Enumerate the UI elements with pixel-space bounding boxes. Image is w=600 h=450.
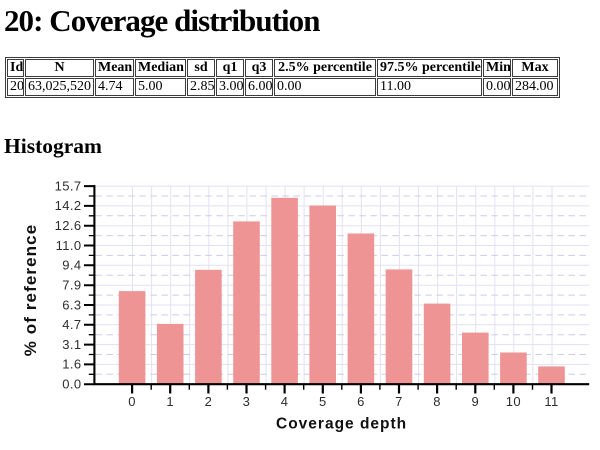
svg-text:7: 7 [395, 394, 403, 409]
svg-text:2: 2 [205, 394, 213, 409]
svg-text:3: 3 [243, 394, 251, 409]
svg-text:1.6: 1.6 [62, 357, 81, 372]
svg-text:4: 4 [281, 394, 289, 409]
svg-text:12.6: 12.6 [55, 218, 82, 233]
svg-text:0: 0 [128, 394, 136, 409]
svg-text:9.4: 9.4 [62, 258, 81, 273]
svg-text:8: 8 [433, 394, 441, 409]
svg-text:0.0: 0.0 [62, 377, 81, 392]
svg-text:15.7: 15.7 [55, 178, 82, 193]
svg-text:6: 6 [357, 394, 365, 409]
svg-text:7.9: 7.9 [62, 278, 81, 293]
svg-text:4.7: 4.7 [62, 317, 81, 332]
svg-text:10: 10 [506, 394, 521, 409]
svg-text:1: 1 [166, 394, 174, 409]
svg-text:9: 9 [471, 394, 479, 409]
svg-text:6.3: 6.3 [62, 297, 81, 312]
svg-text:Coverage depth: Coverage depth [276, 415, 407, 432]
svg-text:% of reference: % of reference [21, 224, 40, 357]
svg-text:5: 5 [319, 394, 327, 409]
svg-text:3.1: 3.1 [62, 337, 81, 352]
svg-text:11.0: 11.0 [56, 238, 82, 253]
svg-text:14.2: 14.2 [55, 198, 82, 213]
svg-text:11: 11 [544, 394, 558, 409]
